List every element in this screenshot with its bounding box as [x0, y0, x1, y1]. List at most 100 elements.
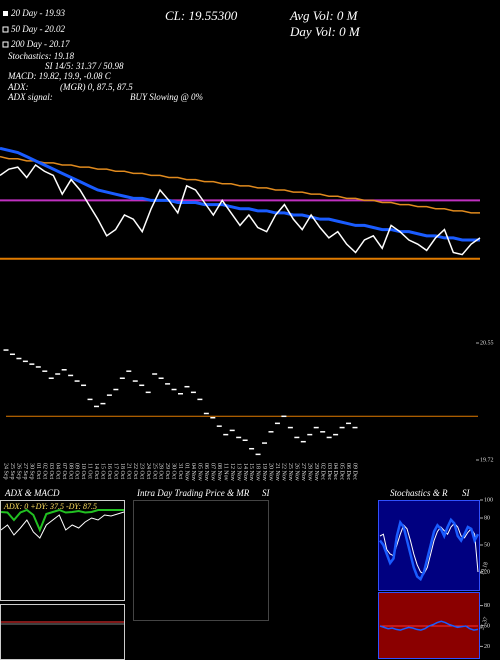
x-tick-label: 07 Nov	[209, 463, 215, 481]
x-tick-label: 25 Nov	[287, 463, 293, 481]
stochastics-panel	[378, 500, 480, 591]
intraday-panel	[133, 500, 269, 621]
x-tick-label: 03 Dec	[326, 463, 332, 480]
x-tick-label: 27 Sep	[22, 463, 28, 480]
x-tick-label: 02 Dec	[319, 463, 325, 480]
x-tick-label: 20 Nov	[268, 463, 274, 481]
x-tick-label: 23 Oct	[138, 463, 144, 479]
x-tick-label: 19 Nov	[261, 463, 267, 481]
legend-swatch	[3, 11, 8, 16]
panel-title: Stochastics & R	[390, 488, 448, 498]
y-tick-label: 50	[484, 542, 490, 548]
x-tick-label: 11 Oct	[87, 463, 93, 479]
header-text: SI 14/5: 31.37 / 50.98	[45, 61, 124, 71]
avg-volume: Avg Vol: 0 M	[289, 8, 359, 23]
x-tick-label: 26 Sep	[16, 463, 22, 480]
series-line	[379, 620, 479, 631]
header-text: Stochastics: 19.18	[8, 51, 74, 61]
x-tick-label: 14 Nov	[242, 463, 248, 481]
x-tick-label: 08 Oct	[67, 463, 73, 479]
y-tick-label: 50	[484, 623, 490, 629]
series-line	[0, 155, 480, 214]
x-tick-label: 24 Oct	[145, 463, 151, 479]
x-tick-label: 03 Oct	[48, 463, 54, 479]
x-tick-label: 01 Nov	[184, 463, 190, 481]
x-tick-label: 01 Oct	[35, 463, 41, 479]
x-tick-label: 07 Oct	[61, 463, 67, 479]
x-tick-label: 24 Sep	[3, 463, 9, 480]
x-tick-label: 30 Oct	[171, 463, 177, 479]
x-tick-label: 29 Nov	[313, 463, 319, 481]
x-tick-label: 08 Nov	[216, 463, 222, 481]
header-text: 50 Day - 20.02	[11, 24, 65, 34]
x-tick-label: 22 Oct	[132, 463, 138, 479]
x-tick-label: 25 Sep	[9, 463, 15, 480]
x-tick-label: 31 Oct	[177, 463, 183, 479]
x-tick-label: 05 Nov	[197, 463, 203, 481]
series-line	[0, 163, 481, 256]
x-tick-label: 18 Oct	[119, 463, 125, 479]
x-tick-label: 21 Nov	[274, 463, 280, 481]
rsi-value: 31.37	[480, 616, 490, 631]
series-line	[0, 511, 125, 539]
x-tick-label: 04 Nov	[190, 463, 196, 481]
header-text: 200 Day - 20.17	[11, 39, 70, 49]
x-tick-label: 05 Dec	[339, 463, 345, 480]
x-tick-label: 10 Oct	[80, 463, 86, 479]
x-tick-label: 06 Dec	[345, 463, 351, 480]
panel-title: ADX & MACD	[4, 488, 60, 498]
header-text: (MGR) 0, 87.5, 87.5	[60, 82, 133, 92]
x-tick-label: 12 Nov	[229, 463, 235, 481]
legend-swatch	[2, 26, 9, 33]
adx-panel	[0, 500, 125, 601]
legend-swatch	[2, 41, 9, 48]
x-tick-label: 11 Nov	[222, 463, 228, 481]
y-tick-label: 20	[484, 569, 490, 575]
x-tick-label: 28 Nov	[306, 463, 312, 481]
x-tick-label: 04 Oct	[54, 463, 60, 479]
header-text: ADX:	[7, 82, 29, 92]
panel-title: SI	[262, 488, 271, 498]
y-tick-label: 20.55	[480, 340, 494, 346]
y-tick-label: 80	[484, 603, 490, 609]
close-price: CL: 19.55300	[165, 8, 238, 23]
y-tick-label: 100	[484, 497, 493, 503]
x-tick-label: 15 Oct	[100, 463, 106, 479]
day-volume: Day Vol: 0 M	[289, 24, 361, 39]
x-tick-label: 13 Nov	[235, 463, 241, 481]
x-tick-label: 21 Oct	[125, 463, 131, 479]
x-tick-label: 22 Nov	[281, 463, 287, 481]
x-tick-label: 02 Oct	[41, 463, 47, 479]
x-tick-label: 04 Dec	[332, 463, 338, 480]
x-tick-label: 28 Oct	[158, 463, 164, 479]
x-tick-label: 16 Oct	[106, 463, 112, 479]
stochastics-value: 19.18	[480, 561, 490, 576]
x-tick-label: 29 Oct	[164, 463, 170, 479]
adx-label: ADX: 0 +DY: 37.5 -DY: 87.5	[3, 502, 97, 511]
panel-title: SI	[462, 488, 471, 498]
x-tick-label: 15 Nov	[248, 463, 254, 481]
header-text: BUY Slowing @ 0%	[130, 92, 203, 102]
header-text: 20 Day - 19.93	[11, 8, 65, 18]
x-tick-label: 27 Nov	[300, 463, 306, 481]
x-tick-label: 09 Dec	[352, 463, 358, 480]
y-tick-label: 19.72	[480, 457, 494, 463]
x-tick-label: 18 Nov	[255, 463, 261, 481]
macd-panel	[0, 604, 125, 660]
x-tick-label: 30 Sep	[28, 463, 34, 480]
x-tick-label: 06 Nov	[203, 463, 209, 481]
y-tick-label: 80	[484, 515, 490, 521]
header-text: ADX signal:	[7, 92, 53, 102]
x-tick-label: 14 Oct	[93, 463, 99, 479]
y-tick-label: 20	[484, 644, 490, 650]
x-tick-label: 26 Nov	[293, 463, 299, 481]
series-line	[379, 517, 480, 582]
x-tick-label: 25 Oct	[151, 463, 157, 479]
series-line	[0, 508, 124, 533]
x-tick-label: 09 Oct	[74, 463, 80, 479]
x-tick-label: 17 Oct	[112, 463, 118, 479]
header-text: MACD: 19.82, 19.9, -0.08 C	[7, 71, 112, 81]
panel-title: Intra Day Trading Price & MR	[136, 488, 250, 498]
